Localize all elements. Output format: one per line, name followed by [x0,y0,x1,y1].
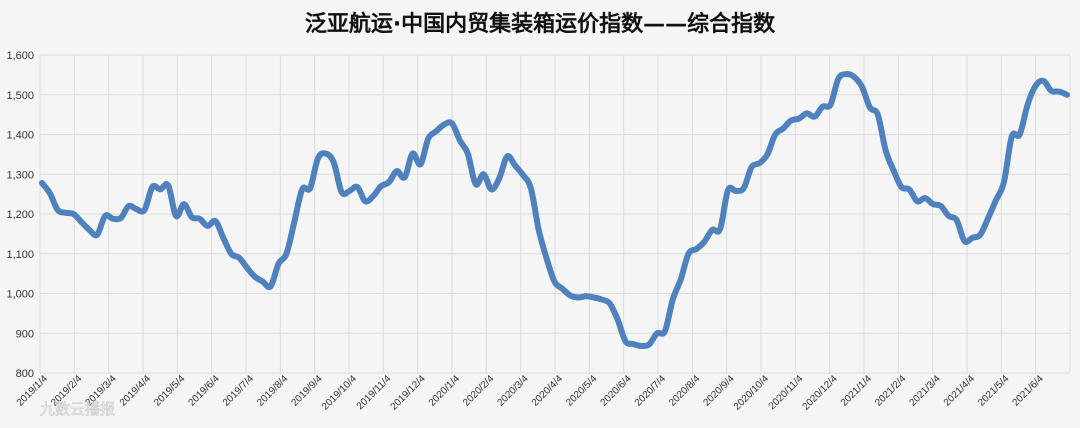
x-tick-label: 2020/6/4 [598,373,634,409]
x-tick-label: 2019/12/4 [389,373,429,413]
gridlines [39,54,1071,374]
x-tick-label: 2020/9/4 [701,373,737,409]
x-tick-label: 2020/7/4 [633,373,669,409]
x-tick-label: 2019/11/4 [355,373,394,412]
x-tick-label: 2020/5/4 [564,373,600,409]
y-tick-label: 800 [16,368,34,380]
x-tick-label: 2020/11/4 [767,373,806,412]
x-tick-label: 2019/5/4 [152,373,188,409]
x-tick-label: 2020/4/4 [530,373,566,409]
x-tick-label: 2019/10/4 [320,373,360,413]
y-tick-label: 1,600 [6,50,34,62]
y-tick-label: 1,300 [6,169,34,181]
x-axis-ticks: 2019/1/4 2019/2/4 2019/3/4 2019/4/4 2019/5/4… [15,373,1046,413]
x-tick-label: 2019/4/4 [118,373,154,409]
x-tick-label: 2019/6/4 [186,373,222,409]
x-tick-label: 2021/4/4 [942,373,978,409]
y-tick-label: 900 [16,328,34,340]
x-tick-label: 2021/2/4 [873,373,909,409]
series-layer [39,71,1070,350]
x-tick-label: 2020/12/4 [801,373,841,413]
y-tick-label: 1,000 [6,289,34,301]
x-tick-label: 2019/9/4 [289,373,325,409]
chart-title: 泛亚航运·中国内贸集装箱运价指数——综合指数 [305,11,776,37]
x-tick-label: 2020/2/4 [461,373,497,409]
x-tick-label: 2020/8/4 [667,373,703,409]
y-axis-ticks: 800 900 1,000 1,100 1,200 1,300 1,400 1,500 1,60… [6,50,34,380]
x-tick-label: 2019/8/4 [255,373,291,409]
x-tick-label: 2019/7/4 [221,373,257,409]
x-tick-label: 2021/5/4 [976,373,1012,409]
x-tick-label: 2021/3/4 [907,373,943,409]
y-tick-label: 1,200 [6,209,34,221]
series-line-0 [39,71,1070,350]
x-tick-label: 2021/6/4 [1010,373,1046,409]
watermark-text: 九数云播报 [40,400,115,418]
x-tick-label: 2020/1/4 [427,373,463,409]
y-tick-label: 1,400 [6,130,34,142]
y-tick-label: 1,100 [6,249,34,261]
x-tick-label: 2020/3/4 [495,373,531,409]
x-tick-label: 2021/1/4 [839,373,875,409]
x-tick-label: 2020/10/4 [732,373,772,413]
y-tick-label: 1,500 [6,90,34,102]
